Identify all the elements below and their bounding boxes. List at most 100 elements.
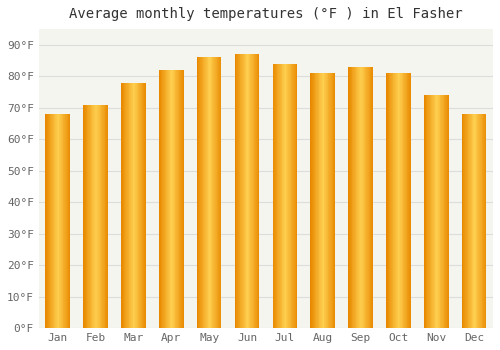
Bar xyxy=(286,64,288,328)
Bar xyxy=(248,54,250,328)
Bar xyxy=(46,114,47,328)
Bar xyxy=(483,114,484,328)
Bar xyxy=(405,73,406,328)
Bar xyxy=(136,83,138,328)
Bar xyxy=(354,67,355,328)
Bar xyxy=(174,70,176,328)
Bar xyxy=(170,70,172,328)
Bar xyxy=(238,54,239,328)
Bar xyxy=(430,95,432,328)
Bar xyxy=(370,67,371,328)
Bar xyxy=(144,83,145,328)
Bar xyxy=(320,73,321,328)
Bar xyxy=(84,105,85,328)
Bar xyxy=(275,64,276,328)
Bar xyxy=(369,67,370,328)
Bar xyxy=(67,114,68,328)
Bar xyxy=(364,67,366,328)
Bar xyxy=(172,70,173,328)
Bar xyxy=(102,105,103,328)
Bar xyxy=(472,114,474,328)
Bar xyxy=(478,114,479,328)
Bar xyxy=(353,67,354,328)
Bar xyxy=(53,114,54,328)
Bar xyxy=(317,73,318,328)
Bar xyxy=(206,57,208,328)
Bar xyxy=(409,73,410,328)
Bar xyxy=(93,105,94,328)
Bar xyxy=(56,114,57,328)
Bar xyxy=(131,83,132,328)
Bar xyxy=(330,73,331,328)
Bar xyxy=(285,64,286,328)
Bar xyxy=(212,57,214,328)
Bar xyxy=(312,73,313,328)
Bar xyxy=(334,73,335,328)
Bar xyxy=(126,83,127,328)
Bar xyxy=(218,57,219,328)
Bar xyxy=(106,105,107,328)
Bar xyxy=(436,95,437,328)
Bar xyxy=(97,105,98,328)
Bar xyxy=(180,70,181,328)
Bar xyxy=(368,67,369,328)
Bar xyxy=(367,67,368,328)
Bar xyxy=(328,73,330,328)
Bar xyxy=(474,114,475,328)
Bar xyxy=(276,64,278,328)
Bar xyxy=(107,105,108,328)
Bar xyxy=(290,64,292,328)
Bar xyxy=(331,73,332,328)
Bar xyxy=(244,54,246,328)
Bar xyxy=(294,64,296,328)
Bar xyxy=(181,70,182,328)
Bar xyxy=(65,114,66,328)
Bar xyxy=(243,54,244,328)
Bar xyxy=(325,73,326,328)
Bar xyxy=(388,73,390,328)
Bar xyxy=(64,114,65,328)
Bar xyxy=(159,70,160,328)
Bar xyxy=(395,73,396,328)
Bar xyxy=(240,54,242,328)
Bar xyxy=(90,105,92,328)
Bar xyxy=(386,73,387,328)
Bar xyxy=(424,95,425,328)
Bar xyxy=(208,57,209,328)
Bar xyxy=(352,67,353,328)
Bar xyxy=(52,114,53,328)
Bar xyxy=(177,70,178,328)
Bar xyxy=(387,73,388,328)
Title: Average monthly temperatures (°F ) in El Fasher: Average monthly temperatures (°F ) in El… xyxy=(69,7,462,21)
Bar xyxy=(202,57,203,328)
Bar xyxy=(89,105,90,328)
Bar xyxy=(182,70,183,328)
Bar xyxy=(160,70,162,328)
Bar xyxy=(257,54,258,328)
Bar xyxy=(426,95,428,328)
Bar xyxy=(204,57,205,328)
Bar xyxy=(210,57,211,328)
Bar xyxy=(322,73,324,328)
Bar xyxy=(313,73,314,328)
Bar xyxy=(356,67,358,328)
Bar xyxy=(132,83,134,328)
Bar xyxy=(234,54,236,328)
Bar xyxy=(327,73,328,328)
Bar xyxy=(58,114,59,328)
Bar xyxy=(408,73,409,328)
Bar xyxy=(130,83,131,328)
Bar xyxy=(236,54,237,328)
Bar xyxy=(62,114,64,328)
Bar xyxy=(282,64,283,328)
Bar xyxy=(399,73,400,328)
Bar xyxy=(311,73,312,328)
Bar xyxy=(469,114,470,328)
Bar xyxy=(258,54,260,328)
Bar xyxy=(100,105,102,328)
Bar xyxy=(476,114,478,328)
Bar xyxy=(350,67,352,328)
Bar xyxy=(310,73,311,328)
Bar xyxy=(321,73,322,328)
Bar xyxy=(280,64,281,328)
